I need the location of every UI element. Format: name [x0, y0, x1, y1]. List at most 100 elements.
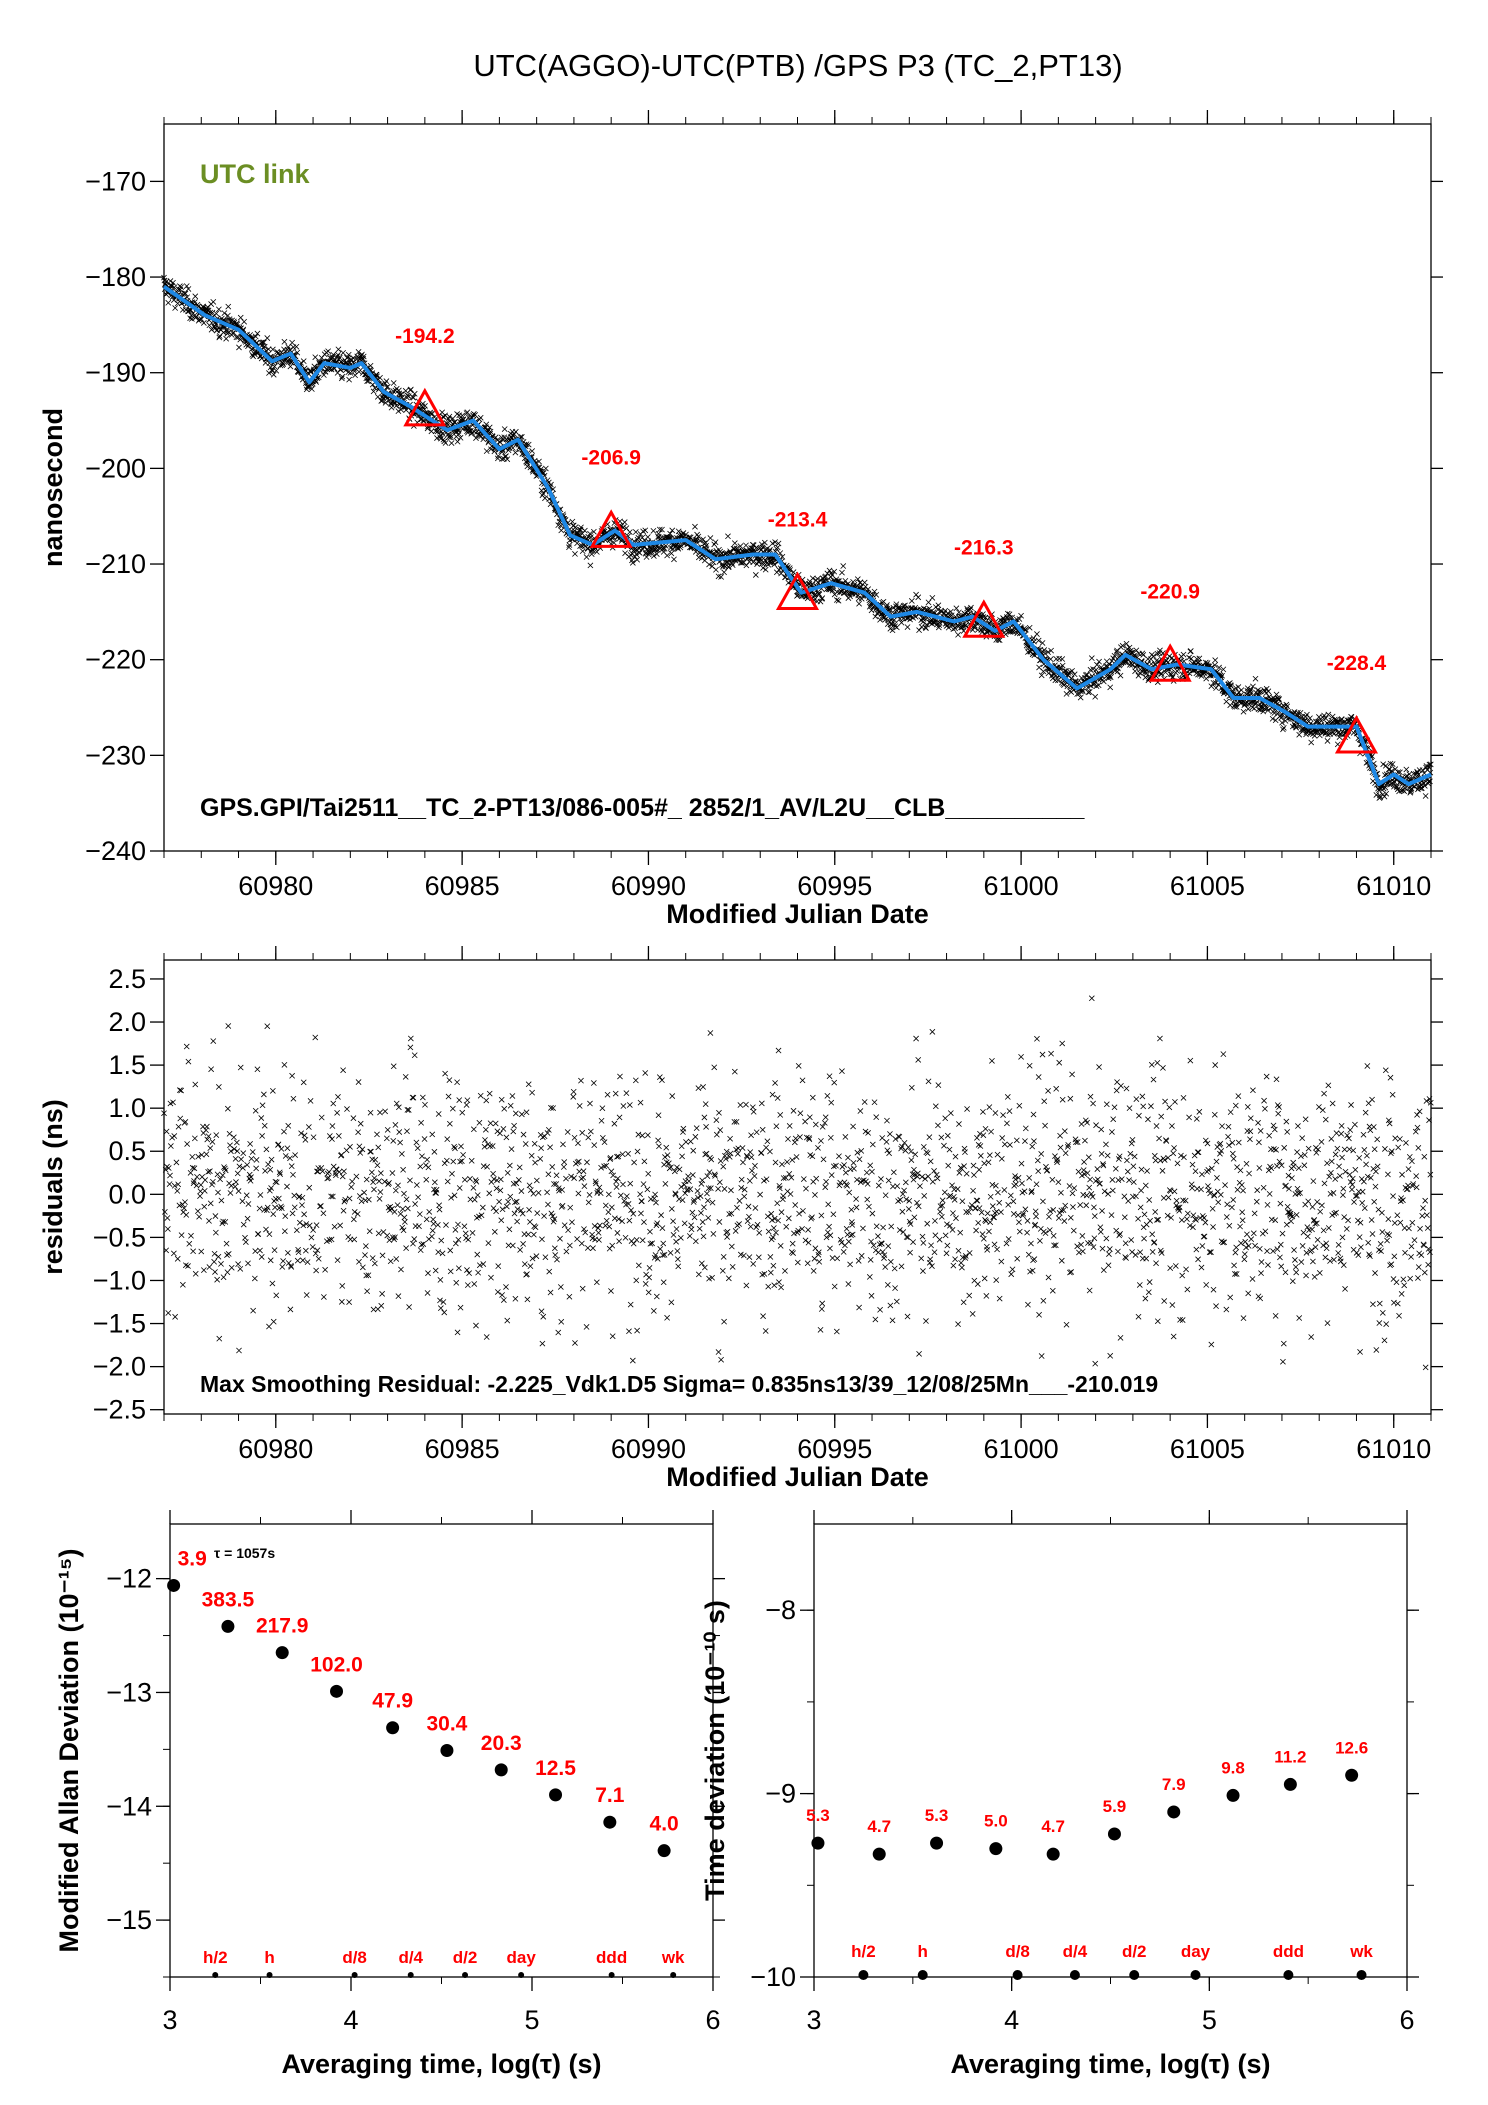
residual-point: [704, 1173, 711, 1179]
residual-point: [1113, 1087, 1120, 1094]
residual-point: [918, 1255, 925, 1262]
residual-point: [1037, 1237, 1043, 1244]
residual-point: [645, 1170, 652, 1177]
residual-point: [654, 1220, 661, 1227]
residual-point: [693, 1125, 700, 1132]
data-point: [1307, 715, 1313, 722]
residual-point: [242, 1239, 249, 1245]
data-point: [826, 567, 833, 574]
residual-point: [1025, 1251, 1032, 1258]
residual-point: [824, 1092, 831, 1099]
residual-point: [1073, 1139, 1079, 1146]
residual-point: [1117, 1231, 1123, 1237]
residual-point: [560, 1164, 567, 1170]
data-point: [237, 314, 244, 321]
data-point: [1247, 686, 1254, 693]
residual-point: [854, 1149, 861, 1156]
residual-point: [727, 1150, 734, 1157]
residual-point: [841, 1162, 847, 1168]
residual-point: [969, 1311, 976, 1317]
residual-point: [1154, 1216, 1160, 1223]
residual-point: [975, 1219, 982, 1226]
residual-point: [915, 1056, 922, 1063]
data-point: [1414, 768, 1420, 775]
residual-point: [793, 1154, 800, 1160]
residual-point: [676, 1196, 682, 1203]
data-point: [891, 621, 898, 628]
residual-point: [486, 1190, 493, 1197]
x-axis-label: Modified Julian Date: [666, 899, 929, 929]
residual-point: [989, 1181, 996, 1188]
residual-point: [853, 1204, 860, 1211]
residual-point: [669, 1093, 676, 1099]
residual-point: [778, 1209, 785, 1216]
residual-point: [279, 1264, 286, 1270]
residual-point: [705, 1185, 712, 1192]
residual-point: [1126, 1105, 1133, 1112]
residual-point: [944, 1221, 950, 1228]
residual-point: [764, 1138, 771, 1145]
residual-point: [537, 1155, 544, 1162]
residual-point: [205, 1168, 212, 1175]
residual-point: [1034, 1035, 1040, 1042]
residual-point: [989, 1057, 995, 1064]
residual-point: [548, 1104, 554, 1111]
residual-point: [1024, 1217, 1031, 1224]
data-point: [896, 604, 902, 610]
data-point: [1016, 616, 1023, 622]
residual-point: [487, 1143, 494, 1149]
residual-point: [962, 1149, 968, 1156]
residual-point: [939, 1202, 946, 1209]
residual-point: [679, 1197, 686, 1203]
residual-point: [831, 1283, 838, 1290]
residual-point: [703, 1150, 710, 1157]
residual-point: [1067, 1095, 1074, 1102]
residual-point: [957, 1229, 964, 1236]
data-point: [871, 588, 878, 595]
data-point: [650, 553, 657, 559]
residual-point: [959, 1198, 966, 1205]
residual-point: [1109, 1129, 1115, 1135]
residual-point: [364, 1288, 371, 1295]
residual-point: [731, 1068, 738, 1075]
data-point: [1092, 693, 1099, 700]
data-point: [1100, 678, 1107, 685]
residual-point: [503, 1134, 510, 1141]
data-point: [822, 573, 829, 580]
residual-point: [646, 1274, 652, 1281]
data-point: [936, 622, 943, 629]
residual-point: [351, 1209, 358, 1215]
residual-point: [958, 1259, 964, 1266]
x-tick-label: 61005: [1170, 1434, 1245, 1464]
data-point: [633, 551, 640, 558]
residual-point: [485, 1240, 492, 1246]
residual-point: [263, 1226, 269, 1233]
data-point: [662, 542, 669, 549]
residual-point: [1050, 1207, 1057, 1213]
data-point: [831, 568, 838, 575]
residual-point: [166, 1181, 173, 1187]
residual-point: [348, 1184, 355, 1190]
residual-point: [371, 1260, 378, 1267]
residual-point: [806, 1136, 813, 1143]
residual-point: [1117, 1334, 1124, 1341]
residual-point: [1069, 1190, 1076, 1197]
residual-point: [870, 1242, 877, 1249]
data-point: [1283, 701, 1290, 708]
residual-point: [247, 1140, 254, 1147]
residual-point: [1032, 1221, 1039, 1228]
residual-point: [539, 1340, 546, 1347]
residual-point: [633, 1237, 640, 1243]
residual-point: [204, 1136, 211, 1143]
residual-point: [420, 1241, 427, 1247]
residual-point: [320, 1294, 327, 1300]
data-point: [1095, 682, 1102, 689]
residual-point: [866, 1274, 873, 1280]
residual-point: [312, 1250, 319, 1257]
residual-point: [302, 1247, 309, 1254]
residual-point: [1035, 1168, 1042, 1175]
residual-point: [264, 1023, 271, 1030]
data-point: [898, 619, 905, 626]
residual-point: [1004, 1094, 1011, 1100]
residual-point: [847, 1166, 854, 1173]
